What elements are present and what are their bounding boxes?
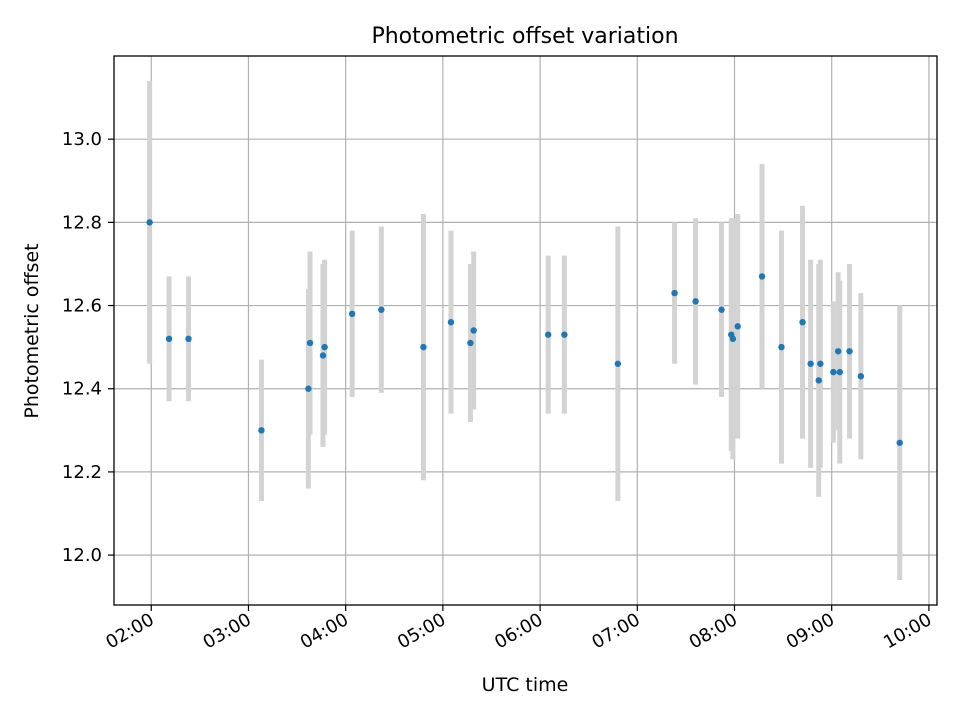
- y-tick-label: 12.2: [62, 462, 102, 483]
- plot-frame: [113, 55, 938, 606]
- data-point: [718, 306, 725, 313]
- data-point: [321, 343, 328, 351]
- y-tick-label: 12.8: [62, 212, 102, 233]
- data-points: [146, 219, 903, 446]
- data-point: [817, 360, 824, 367]
- x-tick-label: 05:00: [394, 609, 449, 653]
- data-point: [561, 331, 568, 338]
- data-point: [470, 327, 477, 334]
- y-tick-label: 12.6: [62, 296, 102, 317]
- data-point: [614, 360, 622, 367]
- data-point: [734, 323, 741, 330]
- data-point: [778, 343, 785, 351]
- data-point: [729, 335, 737, 343]
- data-point: [420, 343, 427, 351]
- y-tick-label: 13.0: [62, 129, 102, 150]
- data-point: [378, 306, 385, 313]
- data-point: [807, 360, 814, 367]
- x-tick-label: 10:00: [880, 609, 935, 653]
- data-point: [258, 427, 265, 434]
- data-point: [146, 219, 153, 226]
- data-point: [857, 373, 865, 380]
- data-point: [692, 298, 699, 305]
- x-tick-label: 06:00: [491, 609, 546, 653]
- chart-title: Photometric offset variation: [371, 24, 678, 49]
- x-tick-label: 08:00: [686, 609, 741, 653]
- error-bars: [147, 80, 903, 581]
- x-tick-label: 02:00: [102, 609, 157, 653]
- data-point: [467, 339, 474, 347]
- data-point: [185, 335, 192, 343]
- data-point: [306, 339, 314, 347]
- data-point: [305, 385, 312, 392]
- data-point: [830, 368, 837, 376]
- x-axis-label: UTC time: [482, 674, 569, 696]
- data-point: [836, 368, 843, 376]
- data-point: [319, 352, 327, 359]
- y-tick-label: 12.4: [62, 379, 102, 400]
- data-point: [165, 335, 173, 343]
- x-axis-ticks: 02:00 03:00 04:00 05:00 06:00 07:00 08:00 09:00…: [102, 605, 935, 653]
- data-point: [799, 318, 806, 326]
- data-point: [758, 273, 766, 280]
- data-point: [348, 310, 356, 318]
- y-tick-label: 12.0: [62, 545, 102, 566]
- data-point: [544, 331, 552, 338]
- x-tick-label: 09:00: [783, 609, 838, 653]
- data-point: [846, 348, 853, 355]
- data-point: [834, 348, 842, 355]
- data-point: [671, 289, 678, 297]
- y-axis-label: Photometric offset: [21, 243, 43, 418]
- data-point: [815, 377, 822, 384]
- data-point: [447, 318, 455, 326]
- x-tick-label: 03:00: [200, 609, 255, 653]
- y-axis-ticks: 12.0 12.2 12.4 12.6 12.8 13.0: [62, 129, 114, 566]
- data-point: [896, 439, 903, 446]
- x-tick-label: 04:00: [297, 609, 352, 653]
- x-tick-label: 07:00: [588, 609, 643, 653]
- grid: [114, 56, 937, 605]
